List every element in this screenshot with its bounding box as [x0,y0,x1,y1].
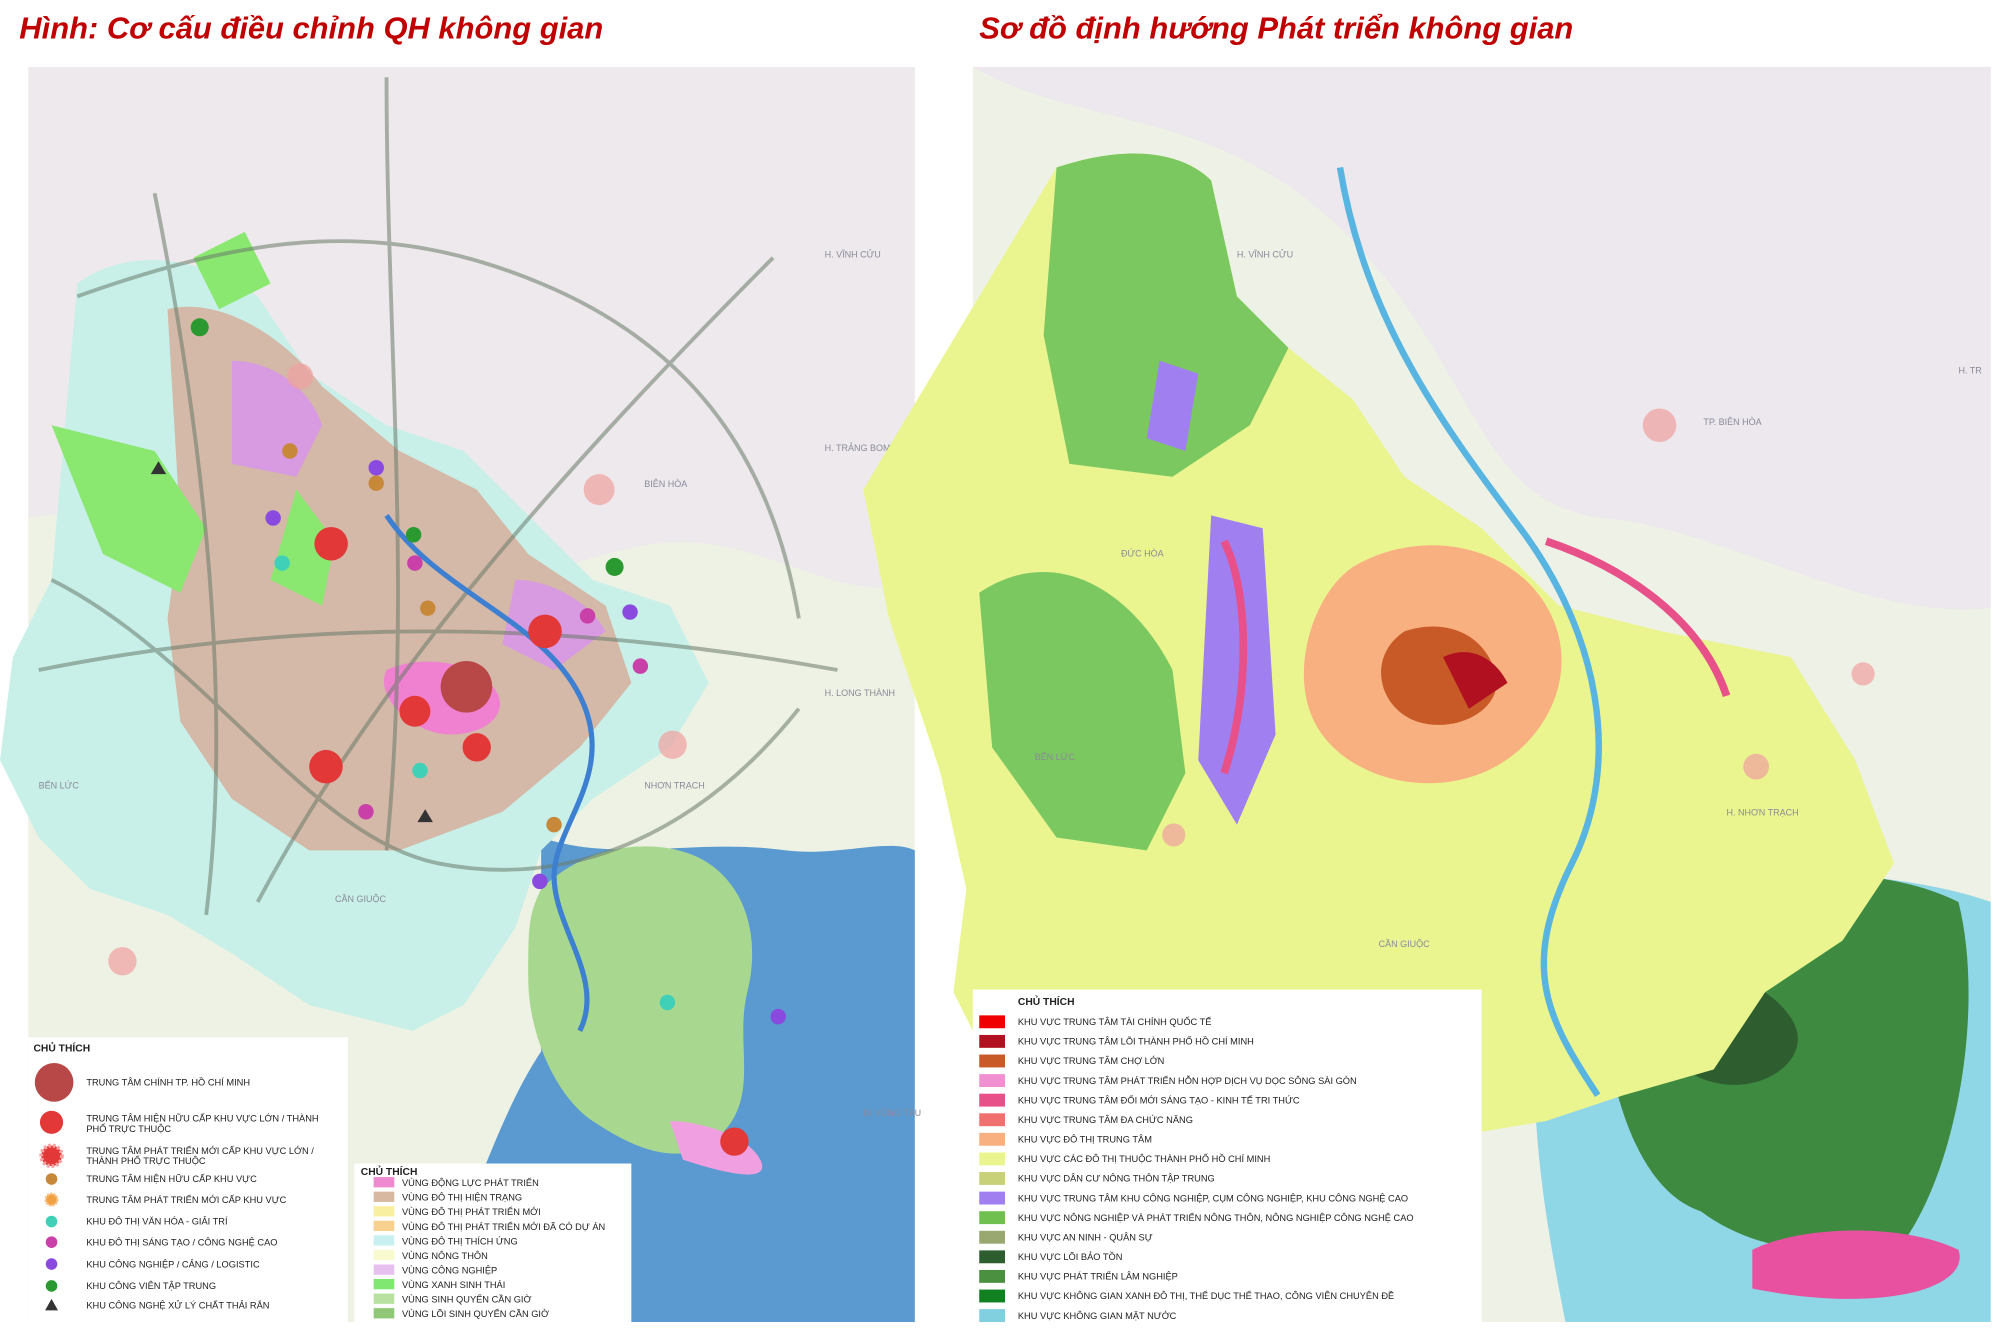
legend-label: TRUNG TÂM HIỆN HỮU CẤP KHU VỰC LỚN / THÀ… [86,1114,318,1124]
legend-label: VÙNG ĐÔ THỊ PHÁT TRIỂN MỚI [402,1206,541,1217]
legend-label: VÙNG CÔNG NGHIỆP [402,1265,497,1275]
place-label: NHƠN TRẠCH [644,781,705,791]
legend-label: VÙNG ĐÔ THỊ THÍCH ỨNG [402,1236,518,1246]
legend-label: VÙNG LÕI SINH QUYỂN CẦN GIỜ [402,1308,549,1319]
legend-main: CHỦ THÍCH TRUNG TÂM CHÍNH TP. HỒ CHÍ MIN… [28,1037,348,1323]
legend-label: KHU ĐÔ THỊ VĂN HÓA - GIẢI TRÍ [86,1216,228,1227]
legend-title: CHỦ THÍCH [33,1041,90,1054]
place-label: TP. BIÊN HÒA [1703,417,1761,427]
legend-label: KHU VỰC TRUNG TÂM ĐỔI MỚI SÁNG TẠO - KIN… [1018,1094,1300,1105]
legend-label: KHU VỰC AN NINH - QUÂN SỰ [1018,1232,1153,1242]
legend-swatch [373,1249,395,1261]
legend-label: VÙNG XANH SINH THÁI [402,1280,505,1290]
legend-zones: CHỦ THÍCH VÙNG ĐỘNG LỰC PHÁT TRIỂN VÙNG Đ… [354,1163,632,1323]
legend-swatch [979,1074,1005,1088]
legend-label: KHU VỰC NÔNG NGHIỆP VÀ PHÁT TRIỂN NÔNG T… [1018,1212,1414,1223]
legend-swatch [979,1250,1005,1264]
legend-label: KHU VỰC TRUNG TÂM CHỢ LỚN [1018,1056,1164,1066]
place-label: H. TR [1958,366,1982,376]
legend-label: TRUNG TÂM CHÍNH TP. HỒ CHÍ MINH [86,1077,250,1088]
legend-swatch [979,1309,1005,1323]
legend-swatch [979,1152,1005,1166]
legend-label: THÀNH PHỐ TRỰC THUỘC [86,1155,206,1166]
legend-swatch [373,1264,395,1275]
place-label: BIÊN HÒA [644,479,687,489]
place-label: ĐI VŨNG TÀU [863,1108,921,1118]
legend-swatch [373,1235,395,1246]
legend-label: KHU CÔNG VIÊN TẬP TRUNG [86,1281,216,1291]
legend-label: KHU VỰC PHÁT TRIỂN LÂM NGHIỆP [1018,1271,1178,1282]
legend-swatch [373,1308,395,1319]
legend-swatch [373,1191,395,1202]
legend-label: TRUNG TÂM PHÁT TRIỂN MỚI CẤP KHU VỰC LỚN… [86,1145,314,1156]
legend-swatch [373,1278,395,1290]
legend-label: KHU ĐÔ THỊ SÁNG TẠO / CÔNG NGHỆ CAO [86,1237,277,1247]
legend-label: KHU VỰC ĐÔ THỊ TRUNG TÂM [1018,1135,1152,1145]
place-label: H. NHƠN TRẠCH [1727,808,1799,818]
legend-label: VÙNG SINH QUYỂN CẦN GIỜ [402,1294,531,1305]
place-label: H. VĨNH CỬU [1237,249,1293,260]
legend-swatch [979,1132,1005,1146]
legend-swatch [979,1113,1005,1127]
legend-right: CHỦ THÍCH KHU VỰC TRUNG TÂM TÀI CHÍNH QU… [972,989,1482,1323]
right-title: Sơ đồ định hướng Phát triển không gian [979,11,1573,46]
legend-label: VÙNG NÔNG THÔN [402,1251,488,1261]
legend-title: CHỦ THÍCH [361,1165,418,1178]
legend-label: VÙNG ĐÔ THỊ HIỆN TRẠNG [402,1193,522,1203]
legend-label: KHU CÔNG NGHIỆP / CẢNG / LOGISTIC [86,1258,260,1269]
legend-label: KHU VỰC TRUNG TÂM KHU CÔNG NGHIỆP, CỤM C… [1018,1193,1408,1203]
legend-swatch [979,1289,1005,1303]
left-title: Hình: Cơ cấu điều chỉnh QH không gian [19,11,603,46]
legend-label: KHU VỰC KHÔNG GIAN MẶT NƯỚC [1018,1311,1177,1321]
place-label: H. TRẢNG BOM [825,442,891,453]
legend-label: TRUNG TÂM HIỆN HỮU CẤP KHU VỰC [86,1174,257,1184]
legend-label: VÙNG ĐỘNG LỰC PHÁT TRIỂN [402,1177,539,1188]
legend-swatch [373,1293,395,1304]
legend-label: TRUNG TÂM PHÁT TRIỂN MỚI CẤP KHU VỰC [86,1194,286,1205]
legend-label: KHU VỰC TRUNG TÂM PHÁT TRIỂN HỖN HỢP DỊC… [1018,1075,1357,1086]
place-label: H. LONG THÀNH [825,688,895,698]
legend-label: KHU VỰC KHÔNG GIAN XANH ĐÔ THỊ, THỂ DỤC … [1018,1290,1394,1301]
legend-label: KHU CÔNG NGHỆ XỬ LÝ CHẤT THẢI RẮN [86,1299,269,1310]
legend-swatch [979,1230,1005,1244]
legend-label: KHU VỰC LÕI BẢO TỒN [1018,1251,1123,1262]
legend-label: KHU VỰC DÂN CƯ NÔNG THÔN TẬP TRUNG [1018,1174,1215,1184]
legend-label: PHỐ TRỰC THUỘC [86,1123,171,1134]
place-label: BẾN LỨC [1035,752,1076,762]
legend-swatch [979,1211,1005,1225]
legend-swatch [979,1015,1005,1029]
legend-swatch [373,1177,395,1188]
legend-label: KHU VỰC TRUNG TÂM ĐA CHỨC NĂNG [1018,1115,1193,1125]
legend-label: VÙNG ĐÔ THỊ PHÁT TRIỂN MỚI ĐÃ CÓ DỰ ÁN [402,1221,605,1232]
legend-label: KHU VỰC CÁC ĐÔ THỊ THUỘC THÀNH PHỐ HỒ CH… [1018,1153,1270,1164]
place-label: H. VĨNH CỬU [825,249,881,260]
legend-swatch [979,1093,1005,1107]
legend-title: CHỦ THÍCH [1018,995,1075,1008]
legend-label: KHU VỰC TRUNG TÂM LÕI THÀNH PHỐ HỒ CHÍ M… [1018,1036,1254,1047]
place-label: CẦN GIUỘC [1379,939,1431,949]
legend-swatch [979,1054,1005,1068]
legend-swatch [979,1191,1005,1205]
legend-swatch [979,1034,1005,1048]
legend-swatch [979,1269,1005,1283]
legend-swatch [373,1206,395,1217]
place-label: CẦN GIUỘC [335,894,387,904]
legend-swatch [979,1172,1005,1185]
legend-label: KHU VỰC TRUNG TÂM TÀI CHÍNH QUỐC TẾ [1018,1016,1212,1027]
legend-swatch [373,1220,395,1232]
place-label: ĐỨC HÒA [1121,549,1164,559]
place-label: BẾN LỨC [39,781,80,791]
